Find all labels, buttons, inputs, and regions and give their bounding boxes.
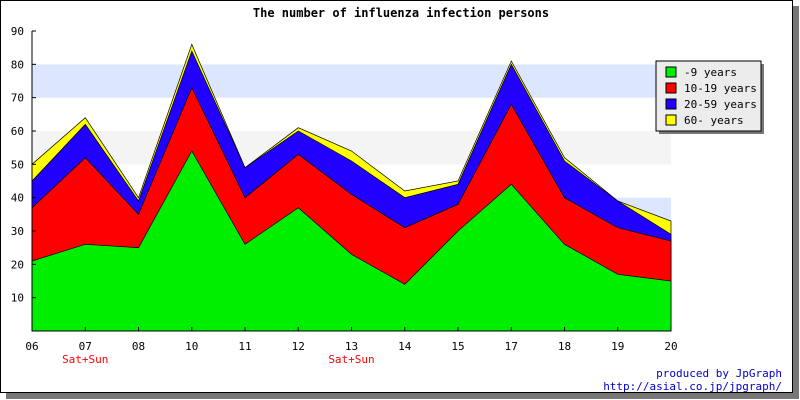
y-tick-label: 60 bbox=[11, 125, 24, 138]
x-tick-label: 12 bbox=[292, 340, 305, 353]
x-tick-label: 08 bbox=[132, 340, 145, 353]
x-tick-label: 14 bbox=[398, 340, 412, 353]
legend-entry: 10-19 years bbox=[684, 82, 757, 95]
y-tick-label: 10 bbox=[11, 292, 24, 305]
x-tick-note: Sat+Sun bbox=[62, 353, 108, 366]
y-tick-label: 80 bbox=[11, 58, 24, 71]
grid-band bbox=[32, 97, 671, 131]
x-tick-label: 19 bbox=[611, 340, 624, 353]
x-tick-label: 13 bbox=[345, 340, 358, 353]
x-tick-note: Sat+Sun bbox=[328, 353, 374, 366]
x-tick-label: 17 bbox=[505, 340, 518, 353]
x-tick-label: 11 bbox=[238, 340, 251, 353]
chart-frame: The number of influenza infection person… bbox=[0, 0, 793, 393]
x-tick-label: 10 bbox=[185, 340, 198, 353]
y-tick-label: 40 bbox=[11, 192, 24, 205]
legend-entry: 20-59 years bbox=[684, 98, 757, 111]
chart-svg: The number of influenza infection person… bbox=[11, 6, 764, 366]
area-9-years bbox=[31, 150, 672, 332]
grid-band bbox=[32, 64, 671, 98]
x-tick-label: 18 bbox=[558, 340, 571, 353]
legend-entry: 60- years bbox=[684, 114, 744, 127]
credit-produced-by: produced by JpGraph bbox=[656, 367, 782, 380]
legend-swatch bbox=[665, 82, 677, 94]
y-tick-label: 50 bbox=[11, 158, 24, 171]
legend-swatch bbox=[665, 114, 677, 126]
x-tick-label: 15 bbox=[451, 340, 464, 353]
y-tick-label: 70 bbox=[11, 92, 24, 105]
x-tick-label: 06 bbox=[25, 340, 38, 353]
legend-entry: -9 years bbox=[684, 66, 737, 79]
credit-url-link[interactable]: http://asial.co.jp/jpgraph/ bbox=[603, 380, 782, 393]
y-tick-label: 20 bbox=[11, 258, 24, 271]
chart-title: The number of influenza infection person… bbox=[253, 6, 549, 20]
x-tick-label: 20 bbox=[664, 340, 677, 353]
legend-swatch bbox=[665, 98, 677, 110]
y-tick-label: 30 bbox=[11, 225, 24, 238]
legend-swatch bbox=[665, 66, 677, 78]
y-tick-label: 90 bbox=[11, 25, 24, 38]
x-tick-label: 07 bbox=[79, 340, 92, 353]
grid-band bbox=[32, 31, 671, 65]
